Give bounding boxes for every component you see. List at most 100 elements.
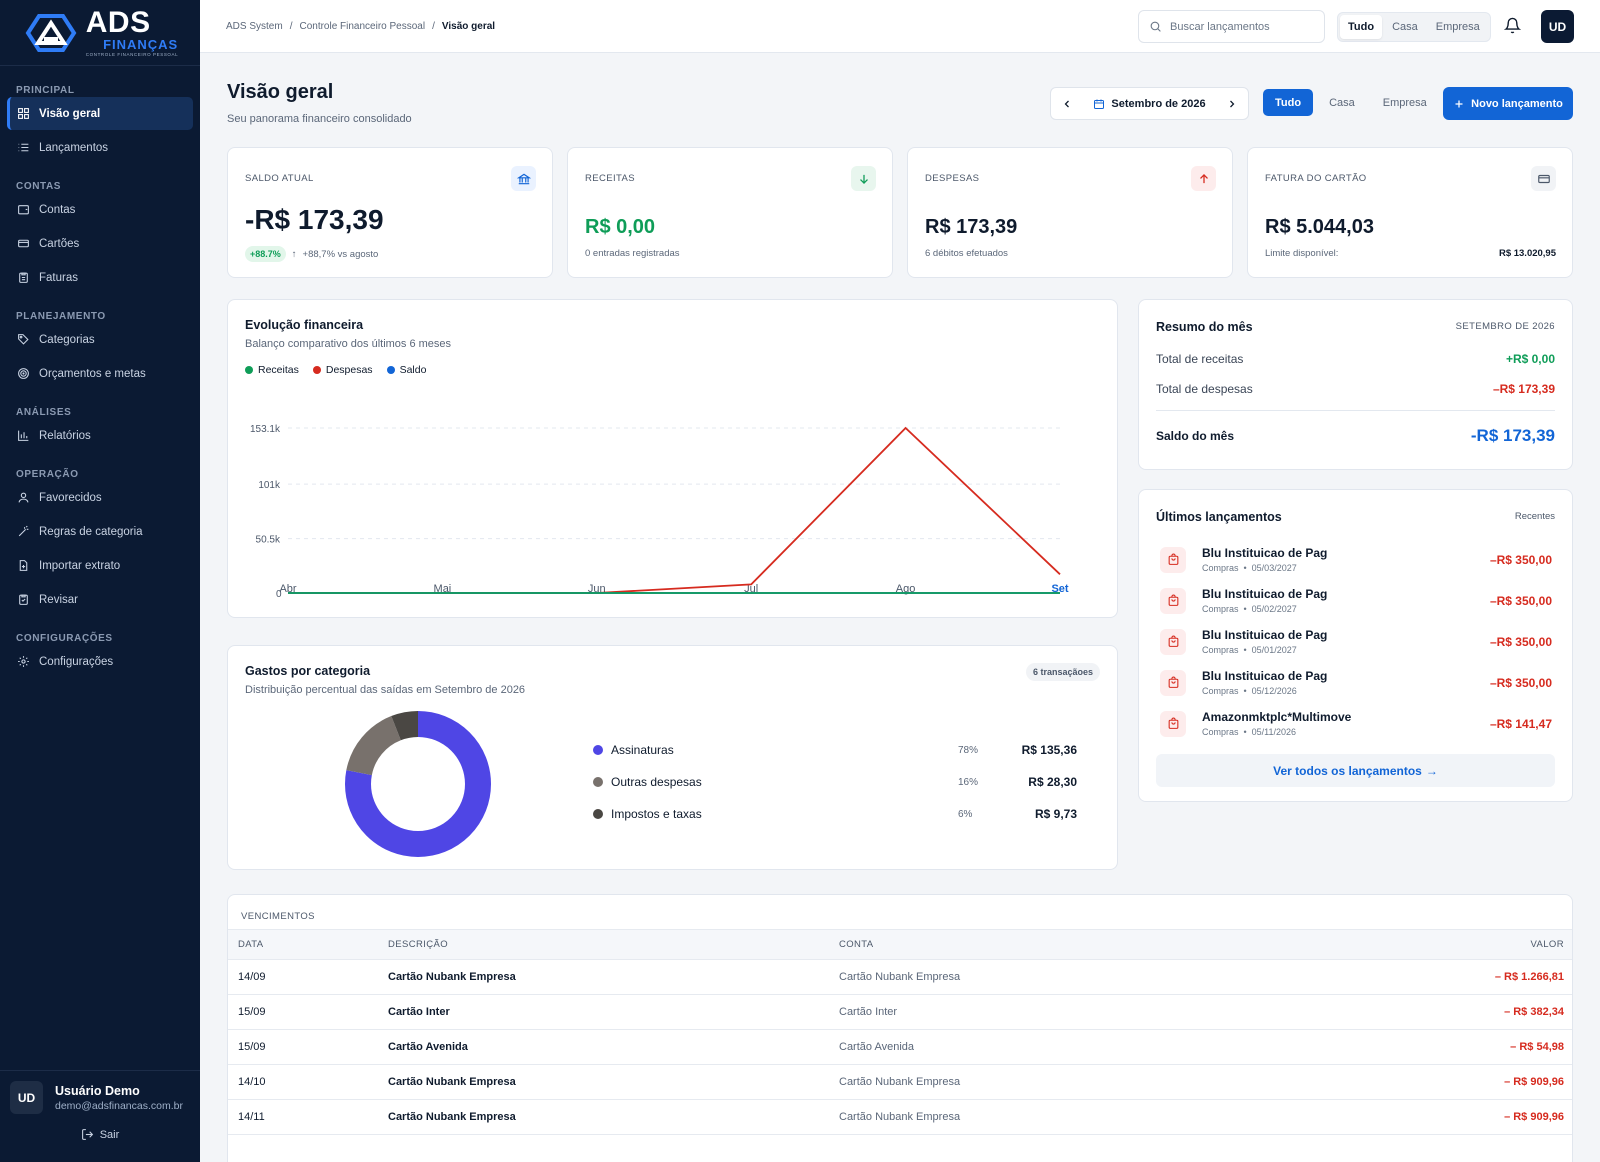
recent-transactions-card: Últimos lançamentos Recentes Blu Institu… [1138, 489, 1573, 802]
sidebar: ADS FINANÇAS CONTROLE FINANCEIRO PESSOAL… [0, 0, 200, 1162]
breadcrumb-current: Visão geral [441, 20, 496, 32]
sidebar-item-cartões[interactable]: Cartões [7, 227, 193, 260]
logo-icon [25, 13, 77, 52]
target-icon [17, 367, 30, 380]
legend-label: Despesas [325, 364, 373, 376]
sidebar-item-label: Visão geral [39, 107, 101, 120]
sidebar-item-faturas[interactable]: Faturas [7, 261, 193, 294]
x-tick-label: Jul [744, 583, 758, 595]
chevron-left-icon[interactable] [1061, 98, 1073, 110]
user-area: UD Usuário Demo demo@adsfinancas.com.br … [0, 1070, 200, 1162]
sidebar-item-categorias[interactable]: Categorias [7, 323, 193, 356]
list-item[interactable]: Amazonmktplc*Multimove Compras • 05/11/20… [1160, 703, 1552, 744]
shopping-bag-icon [1160, 587, 1186, 614]
filter-casa[interactable]: Casa [1329, 96, 1355, 109]
scope-option-casa[interactable]: Casa [1392, 21, 1418, 33]
kpi-receitas-card: RECEITAS R$ 0,00 0 entradas registradas [567, 147, 893, 278]
cell-value: – R$ 1.266,81 [1494, 971, 1564, 983]
list-item[interactable]: Blu Instituicao de Pag Compras • 05/12/20… [1160, 662, 1552, 703]
sidebar-item-configurações[interactable]: Configurações [7, 645, 193, 678]
filter-tabs: Tudo Casa Empresa [1263, 89, 1439, 116]
plus-icon [1455, 100, 1463, 107]
table-row[interactable]: 14/10 Cartão Nubank Empresa Cartão Nubank … [228, 1065, 1572, 1100]
brand-tagline: CONTROLE FINANCEIRO PESSOAL [85, 51, 179, 57]
list-item[interactable]: Blu Instituicao de Pag Compras • 05/02/20… [1160, 580, 1552, 621]
transaction-category: Compras [1202, 686, 1239, 696]
series-line-despesas [288, 426, 1061, 594]
wallet-icon [17, 203, 30, 216]
transaction-amount: –R$ 350,00 [1489, 634, 1552, 649]
arrow-right-icon: → [1425, 763, 1438, 778]
nav-section-title: ANÁLISES [16, 407, 72, 418]
sidebar-item-revisar[interactable]: Revisar [7, 583, 193, 616]
scope-option-tudo[interactable]: Tudo [1340, 15, 1383, 39]
chevron-right-icon[interactable] [1226, 98, 1238, 110]
cell-date: 14/11 [238, 1111, 265, 1123]
view-all-link[interactable]: Ver todos os lançamentos → [1156, 754, 1555, 787]
column-header: CONTA [839, 939, 874, 950]
cell-date: 14/09 [238, 971, 266, 983]
category-row[interactable]: Outras despesas 16% R$ 28,30 [593, 775, 1077, 789]
card-title: Últimos lançamentos [1156, 510, 1282, 524]
list-item[interactable]: Blu Instituicao de Pag Compras • 05/03/20… [1160, 539, 1552, 580]
bank-icon [511, 166, 536, 191]
table-row[interactable]: 14/11 Cartão Nubank Empresa Cartão Nubank … [228, 1100, 1572, 1135]
card-title: Resumo do mês [1156, 320, 1253, 334]
sidebar-item-importar-extrato[interactable]: Importar extrato [7, 549, 193, 582]
nav-section-title: CONTAS [16, 181, 62, 192]
breadcrumb-item[interactable]: Controle Financeiro Pessoal [299, 20, 426, 32]
filter-empresa[interactable]: Empresa [1382, 96, 1427, 109]
gear-icon [17, 655, 30, 668]
month-summary-card: Resumo do mês SETEMBRO DE 2026 Total de … [1138, 299, 1573, 470]
delta-badge: +88.7% [245, 246, 286, 262]
category-row[interactable]: Impostos e taxas 6% R$ 9,73 [593, 807, 1077, 821]
sidebar-item-contas[interactable]: Contas [7, 193, 193, 226]
table-row[interactable]: 15/09 Cartão Inter Cartão Inter – R$ 382,34 [228, 995, 1572, 1030]
cell-description: Cartão Inter [388, 1006, 450, 1018]
user-avatar[interactable]: UD [1541, 10, 1574, 43]
legend-dot [245, 366, 253, 374]
transaction-name: Amazonmktplc*Multimove [1202, 710, 1352, 724]
table-row[interactable]: 15/09 Cartão Avenida Cartão Avenida – R$ 54… [228, 1030, 1572, 1065]
logout-button[interactable]: Sair [0, 1128, 200, 1141]
legend-dot [312, 366, 321, 374]
sidebar-item-regras-de-categoria[interactable]: Regras de categoria [7, 515, 193, 548]
sidebar-item-favorecidos[interactable]: Favorecidos [7, 481, 193, 514]
table-row[interactable]: 14/09 Cartão Nubank Empresa Cartão Nubank … [228, 960, 1572, 995]
brand-logo[interactable]: ADS FINANÇAS CONTROLE FINANCEIRO PESSOAL [0, 0, 200, 66]
sidebar-item-label: Lançamentos [39, 141, 109, 154]
cell-description: Cartão Nubank Empresa [388, 1111, 516, 1123]
category-row[interactable]: Assinaturas 78% R$ 135,36 [593, 743, 1077, 757]
transaction-list: Blu Instituicao de Pag Compras • 05/03/20… [1160, 539, 1552, 744]
chart-legend: Receitas Despesas Saldo [245, 364, 1100, 376]
new-entry-button[interactable]: Novo lançamento [1443, 87, 1573, 120]
shopping-bag-icon [1160, 669, 1186, 696]
table-header: DATA DESCRIÇÃO CONTA VALOR [228, 929, 1572, 960]
filter-tudo[interactable]: Tudo [1263, 89, 1314, 116]
sidebar-item-lançamentos[interactable]: Lançamentos [7, 131, 193, 164]
cell-account: Cartão Nubank Empresa [839, 971, 961, 983]
cell-date: 15/09 [238, 1041, 266, 1053]
month-label[interactable]: Setembro de 2026 [1111, 97, 1206, 110]
transaction-date: 05/11/2026 [1251, 727, 1297, 737]
search-input[interactable]: Buscar lançamentos [1138, 10, 1325, 43]
category-value: R$ 135,36 [1021, 743, 1077, 757]
divider [1156, 410, 1555, 411]
sidebar-item-visão-geral[interactable]: Visão geral [7, 97, 193, 130]
x-tick-label: Ago [896, 583, 916, 595]
limit-label: Limite disponível: [1265, 248, 1339, 259]
legend-item: Saldo [386, 364, 426, 376]
shopping-bag-icon [1160, 628, 1186, 655]
scope-option-empresa[interactable]: Empresa [1435, 21, 1480, 33]
donut-chart [345, 711, 491, 857]
category-name: Assinaturas [611, 743, 674, 757]
sidebar-item-orçamentos-e-metas[interactable]: Orçamentos e metas [7, 357, 193, 390]
avatar[interactable]: UD [10, 1081, 43, 1114]
breadcrumb-item[interactable]: ADS System [226, 20, 283, 32]
sidebar-item-relatórios[interactable]: Relatórios [7, 419, 193, 452]
summary-income-label: Total de receitas [1156, 352, 1244, 366]
list-item[interactable]: Blu Instituicao de Pag Compras • 05/01/20… [1160, 621, 1552, 662]
notifications-button[interactable] [1503, 17, 1522, 37]
category-dot [593, 809, 603, 819]
nav-section-title: PLANEJAMENTO [16, 311, 106, 322]
